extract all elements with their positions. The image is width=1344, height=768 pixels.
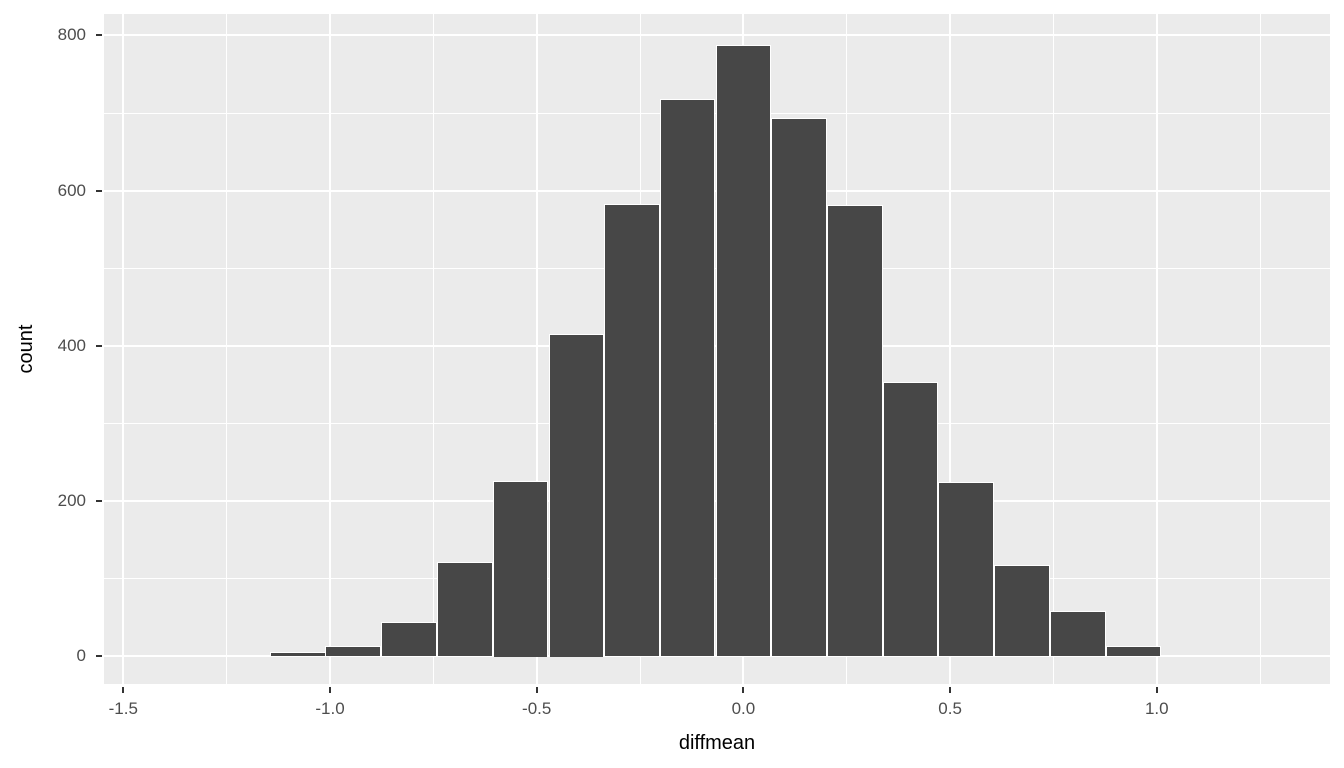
y-tick-label: 0 bbox=[76, 646, 86, 666]
x-major-gridline bbox=[122, 14, 125, 684]
histogram-bar bbox=[158, 654, 214, 657]
histogram-bar bbox=[938, 481, 995, 657]
x-minor-gridline bbox=[1053, 14, 1054, 684]
x-tick-label: -1.5 bbox=[108, 699, 138, 718]
histogram-bar bbox=[1161, 654, 1217, 657]
y-tick-mark bbox=[96, 500, 102, 503]
x-major-gridline bbox=[949, 14, 952, 684]
x-major-gridline bbox=[1155, 14, 1158, 684]
x-major-gridline bbox=[535, 14, 538, 684]
histogram-bar bbox=[1217, 654, 1273, 657]
y-tick-label: 200 bbox=[57, 491, 86, 511]
histogram-bar bbox=[436, 561, 493, 657]
histogram-bar bbox=[603, 203, 660, 657]
histogram-bar bbox=[1105, 645, 1162, 657]
x-tick-mark bbox=[949, 687, 952, 693]
histogram-bar bbox=[827, 205, 883, 657]
histogram-bar bbox=[381, 621, 437, 657]
x-tick-label: -0.5 bbox=[522, 699, 552, 718]
y-tick-mark bbox=[96, 189, 102, 192]
x-tick-label: -1.0 bbox=[315, 699, 345, 718]
histogram-bar bbox=[1050, 610, 1106, 657]
histogram-bar bbox=[771, 117, 827, 657]
y-tick-mark bbox=[96, 344, 102, 347]
histogram-bar bbox=[269, 651, 326, 657]
histogram-bar bbox=[994, 564, 1050, 657]
x-tick-label: 1.0 bbox=[1144, 699, 1169, 718]
x-tick-label: 0.5 bbox=[938, 699, 962, 718]
x-tick-label: 0.0 bbox=[731, 699, 756, 718]
x-major-gridline bbox=[329, 14, 331, 684]
y-major-gridline bbox=[104, 34, 1330, 37]
y-tick-mark bbox=[96, 34, 102, 37]
x-tick-mark bbox=[122, 687, 125, 693]
x-tick-mark bbox=[535, 687, 538, 693]
histogram-bar bbox=[715, 44, 772, 657]
y-tick-label: 800 bbox=[57, 25, 86, 45]
x-tick-mark bbox=[329, 687, 331, 693]
histogram-bar bbox=[882, 381, 939, 657]
x-minor-gridline bbox=[432, 14, 434, 684]
x-minor-gridline bbox=[226, 14, 228, 684]
histogram-bar bbox=[492, 481, 549, 657]
y-tick-label: 400 bbox=[57, 335, 86, 355]
x-axis-title: diffmean bbox=[678, 732, 756, 754]
y-tick-label: 600 bbox=[57, 180, 86, 200]
x-tick-mark bbox=[1155, 687, 1158, 693]
histogram-bar bbox=[659, 99, 716, 657]
y-tick-mark bbox=[96, 655, 102, 658]
histogram-bar bbox=[325, 645, 381, 657]
x-minor-gridline bbox=[1259, 14, 1261, 684]
x-tick-mark bbox=[742, 687, 745, 693]
histogram-bar bbox=[548, 333, 605, 657]
plot-panel bbox=[104, 14, 1330, 684]
histogram-bar bbox=[1272, 655, 1329, 657]
